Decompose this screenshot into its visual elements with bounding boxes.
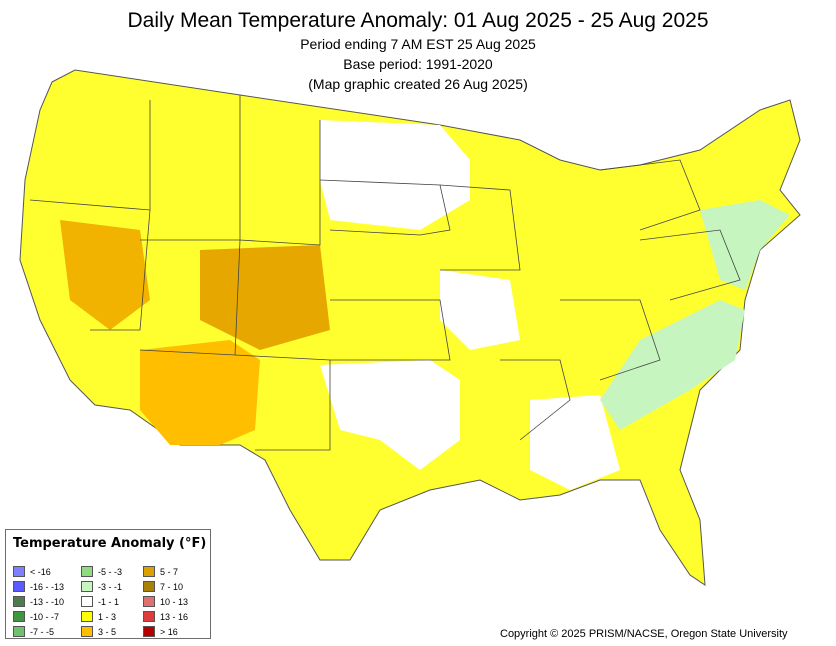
legend-item: > 16 [143, 624, 188, 639]
legend-label: -10 - -7 [30, 611, 60, 622]
legend-item: 10 - 13 [143, 594, 188, 609]
legend-title: Temperature Anomaly (°F) [13, 536, 207, 551]
legend-swatch [143, 611, 155, 622]
legend-label: 5 - 7 [160, 566, 179, 577]
base-period: Base period: 1991-2020 [343, 56, 493, 72]
legend-label: -5 - -3 [98, 566, 123, 577]
legend-label: -3 - -1 [98, 581, 123, 592]
legend-label: 10 - 13 [160, 596, 189, 607]
legend-label: < -16 [30, 566, 51, 577]
legend-swatch [13, 596, 25, 607]
title-block: Daily Mean Temperature Anomaly: 01 Aug 2… [0, 8, 836, 94]
legend-swatch [81, 626, 93, 637]
legend-item: -16 - -13 [13, 579, 64, 594]
legend-swatch [143, 581, 155, 592]
region-near-normal-southeast [530, 395, 620, 490]
copyright: Copyright © 2025 PRISM/NACSE, Oregon Sta… [500, 628, 788, 640]
legend-label: 13 - 16 [160, 611, 189, 622]
legend-column: 5 - 7 7 - 10 10 - 13 13 - 16 > 16 [143, 564, 188, 639]
legend-item: 5 - 7 [143, 564, 188, 579]
legend-swatch [13, 611, 25, 622]
legend-item: -5 - -3 [81, 564, 122, 579]
legend-swatch [143, 566, 155, 577]
legend: Temperature Anomaly (°F) < -16 -16 - -13 -… [5, 529, 211, 639]
legend-item: -1 - 1 [81, 594, 122, 609]
region-near-normal-south [320, 360, 460, 470]
legend-swatch [81, 566, 93, 577]
region-warm-southwest [140, 340, 260, 445]
legend-swatch [81, 581, 93, 592]
legend-swatch [13, 566, 25, 577]
legend-column: -5 - -3 -3 - -1 -1 - 1 1 - 3 3 - 5 [81, 564, 122, 639]
legend-swatch [143, 596, 155, 607]
period-ending: Period ending 7 AM EST 25 Aug 2025 [300, 36, 536, 52]
legend-item: 3 - 5 [81, 624, 122, 639]
legend-label: -7 - -5 [30, 626, 55, 637]
region-warm-great-basin [60, 220, 150, 330]
legend-label: -13 - -10 [30, 596, 65, 607]
legend-swatch [81, 596, 93, 607]
legend-label: 3 - 5 [98, 626, 117, 637]
legend-item: 13 - 16 [143, 609, 188, 624]
legend-item: 7 - 10 [143, 579, 188, 594]
state-boundaries [29, 95, 741, 451]
legend-label: 7 - 10 [160, 581, 184, 592]
legend-label: -1 - 1 [98, 596, 120, 607]
legend-label: -16 - -13 [30, 581, 65, 592]
legend-item: -7 - -5 [13, 624, 64, 639]
legend-label: > 16 [160, 626, 178, 637]
legend-swatch [13, 581, 25, 592]
legend-swatch [13, 626, 25, 637]
legend-item: -13 - -10 [13, 594, 64, 609]
region-warm-rockies [200, 245, 330, 350]
legend-item: 1 - 3 [81, 609, 122, 624]
created-date: (Map graphic created 26 Aug 2025) [308, 76, 528, 92]
legend-item: -3 - -1 [81, 579, 122, 594]
region-near-normal-central [440, 270, 520, 350]
legend-swatch [81, 611, 93, 622]
map-title: Daily Mean Temperature Anomaly: 01 Aug 2… [127, 9, 709, 32]
region-near-normal-plains [320, 120, 470, 230]
legend-column: < -16 -16 - -13 -13 - -10 -10 - -7 -7 - -5 [13, 564, 64, 639]
legend-item: < -16 [13, 564, 64, 579]
legend-item: -10 - -7 [13, 609, 64, 624]
region-cool-northeast [700, 200, 790, 290]
legend-label: 1 - 3 [98, 611, 117, 622]
legend-swatch [143, 626, 155, 637]
region-cool-southeast [600, 300, 745, 430]
